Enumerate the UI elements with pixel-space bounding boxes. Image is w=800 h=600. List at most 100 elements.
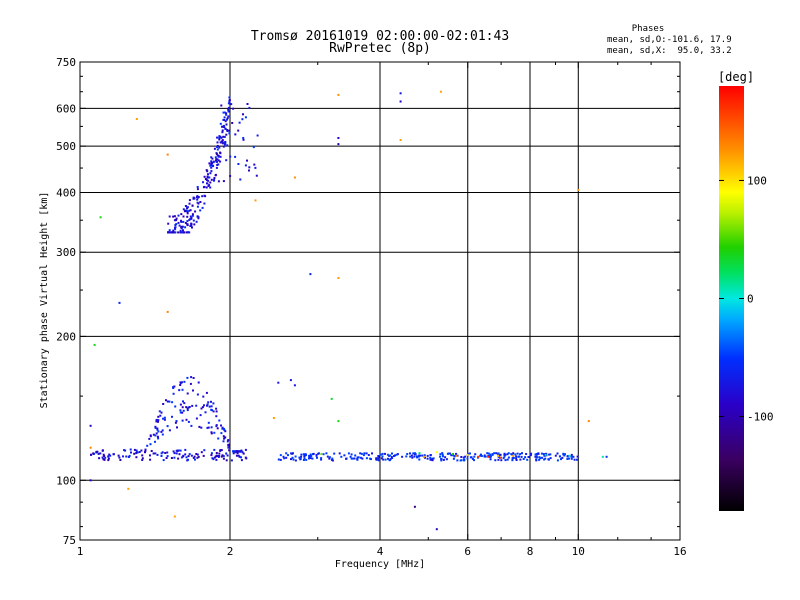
data-point [210, 156, 213, 159]
data-point [206, 170, 209, 173]
data-point [549, 453, 552, 456]
data-point [502, 457, 505, 460]
data-point [206, 182, 209, 185]
data-point [196, 453, 199, 456]
data-point [89, 446, 92, 449]
data-point [207, 421, 210, 424]
data-point [203, 175, 206, 178]
data-point [556, 452, 559, 455]
data-point [181, 406, 184, 409]
data-point [209, 172, 212, 175]
data-point [102, 458, 105, 461]
x-tick-label: 16 [673, 545, 686, 558]
data-point [227, 439, 230, 442]
data-point [401, 455, 404, 458]
data-point [179, 384, 182, 386]
data-point [140, 449, 143, 452]
data-point [426, 457, 429, 460]
data-point [560, 458, 562, 461]
data-point [194, 210, 197, 213]
data-point [216, 160, 218, 163]
data-point [130, 451, 132, 454]
data-point [377, 457, 380, 460]
data-point [161, 451, 164, 454]
data-point [182, 409, 185, 412]
data-point [157, 437, 160, 440]
data-point [171, 401, 174, 404]
data-point [489, 458, 492, 461]
data-point [562, 453, 565, 456]
data-point [521, 452, 523, 455]
data-point [480, 455, 483, 457]
data-point [216, 148, 219, 151]
data-point [152, 452, 155, 455]
data-point [177, 214, 180, 217]
data-point [440, 458, 443, 461]
data-point [483, 455, 486, 458]
data-point [95, 451, 98, 454]
data-point [210, 426, 213, 429]
data-point [538, 456, 541, 459]
data-point [464, 455, 467, 458]
data-point [248, 106, 251, 109]
data-point [413, 453, 416, 456]
data-point [418, 452, 421, 455]
data-point [216, 144, 219, 147]
data-point [208, 162, 211, 165]
data-point [210, 408, 213, 411]
data-point [548, 453, 551, 456]
data-point [160, 430, 163, 433]
data-point [184, 453, 187, 456]
data-point [241, 118, 244, 121]
data-point [299, 458, 302, 460]
data-point [207, 401, 210, 404]
data-point [325, 452, 328, 455]
data-point [221, 139, 224, 142]
data-point [127, 487, 130, 490]
data-point [566, 455, 569, 458]
data-point [351, 457, 354, 460]
data-point [219, 141, 222, 144]
data-point [353, 457, 356, 460]
data-point [302, 459, 305, 461]
data-point [172, 386, 175, 389]
data-point [170, 457, 173, 459]
data-point [187, 231, 190, 234]
data-point [213, 448, 216, 451]
data-point [186, 224, 189, 227]
data-point [215, 407, 218, 410]
data-point [200, 451, 203, 454]
colorbar-tick-label: 100 [747, 174, 767, 187]
data-point [168, 400, 171, 403]
data-point [219, 160, 222, 163]
data-point [222, 135, 225, 138]
data-point [150, 450, 153, 452]
data-point [129, 448, 132, 451]
data-point [167, 231, 170, 234]
data-point [188, 453, 191, 456]
data-point [166, 153, 169, 156]
data-point [168, 429, 171, 432]
data-point [455, 452, 457, 455]
data-point [210, 178, 213, 181]
data-point [517, 455, 520, 458]
data-point [220, 424, 222, 427]
data-point [547, 458, 550, 461]
data-point [184, 205, 187, 207]
data-point [209, 186, 212, 189]
data-point [154, 434, 157, 437]
data-point [494, 459, 497, 462]
data-point [520, 455, 523, 458]
data-point [371, 452, 373, 455]
data-point [141, 459, 144, 461]
data-point [189, 225, 192, 227]
y-axis: 75 100 200 300 400 500 600 750 [56, 56, 680, 547]
data-point [179, 381, 182, 384]
data-point [152, 433, 155, 436]
data-point [377, 459, 380, 462]
data-point [189, 215, 192, 218]
data-point [298, 456, 301, 459]
data-point [213, 456, 216, 459]
data-point [303, 454, 306, 457]
